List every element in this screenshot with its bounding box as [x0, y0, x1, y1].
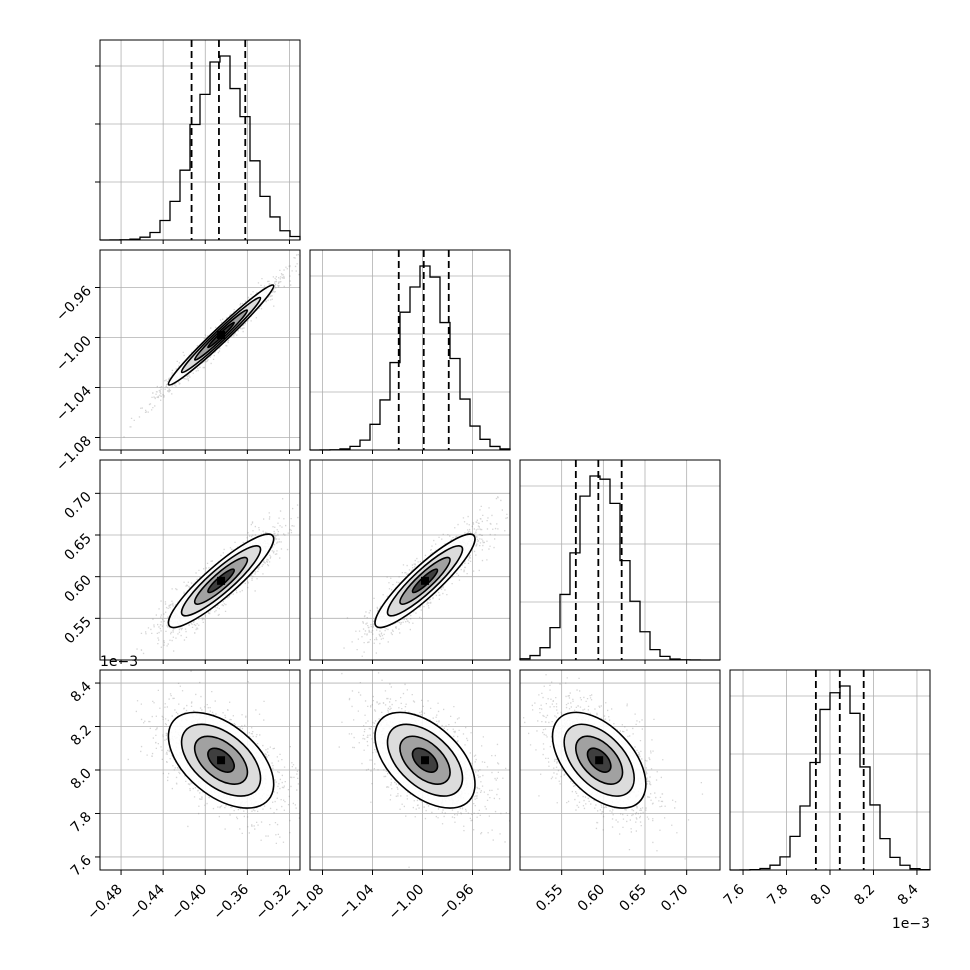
y-tick-label: 8.0: [68, 766, 95, 793]
y-offset-label: 1e−3: [100, 654, 138, 670]
x-tick-label: 0.65: [616, 882, 649, 915]
x-tick-label: −0.36: [211, 881, 253, 923]
histogram-0: [95, 39, 301, 244]
x-tick-label: 8.2: [851, 882, 878, 909]
panel-frame: [519, 459, 721, 661]
density-peak: [595, 756, 604, 765]
x-tick-label: 0.55: [533, 882, 566, 915]
panel-frame: [309, 249, 511, 451]
y-tick-label: −0.96: [53, 283, 95, 325]
histogram-line: [519, 475, 721, 661]
y-tick-label: 0.55: [61, 614, 94, 647]
scatter-3-2: [519, 669, 721, 875]
density-peak: [217, 756, 226, 765]
histogram-3: [729, 669, 931, 875]
x-offset-label: 1e−3: [892, 916, 930, 932]
x-tick-label: −1.08: [286, 882, 328, 924]
scatter-2-0: [95, 459, 301, 664]
density-peak: [217, 576, 226, 585]
histogram-line: [99, 55, 301, 241]
x-tick-label: −1.04: [336, 881, 378, 923]
x-tick-label: 8.0: [808, 882, 835, 909]
histogram-1: [309, 249, 511, 454]
x-tick-label: −0.48: [84, 882, 126, 924]
panel-frame: [99, 459, 301, 661]
y-tick-label: −1.00: [53, 333, 95, 375]
panel-frame: [519, 669, 721, 871]
y-tick-label: 7.6: [68, 852, 95, 879]
x-tick-label: −0.32: [253, 882, 295, 924]
histogram-line: [309, 265, 511, 451]
histogram-line: [729, 685, 931, 871]
x-tick-label: 8.4: [895, 881, 922, 908]
x-tick-label: 0.70: [658, 882, 691, 915]
panel-frame: [99, 249, 301, 451]
density-peak: [421, 576, 429, 585]
panel-frame: [309, 459, 511, 661]
x-tick-label: 7.6: [721, 881, 748, 908]
panel-frame: [99, 39, 301, 241]
x-tick-label: −0.96: [436, 881, 478, 923]
y-tick-label: 7.8: [68, 809, 95, 836]
y-tick-label: −1.04: [53, 383, 95, 425]
x-tick-label: −1.00: [386, 882, 428, 924]
scatter-3-0: [95, 669, 301, 875]
x-tick-label: 7.8: [764, 882, 791, 909]
y-tick-label: −1.08: [53, 433, 95, 475]
x-tick-label: −0.40: [168, 882, 210, 924]
y-tick-label: 0.60: [61, 572, 94, 605]
density-peak: [421, 756, 429, 765]
y-tick-label: 0.65: [61, 531, 94, 564]
panel-frame: [309, 669, 511, 871]
y-tick-label: 0.70: [61, 489, 94, 522]
y-tick-label: 8.4: [68, 678, 95, 705]
scatter-1-0: [95, 249, 301, 454]
x-tick-label: 0.60: [575, 882, 608, 915]
y-tick-label: 8.2: [68, 722, 95, 749]
density-peak: [217, 331, 226, 339]
scatter-3-1: [309, 669, 511, 875]
histogram-2: [519, 459, 721, 664]
x-tick-label: −0.44: [126, 881, 168, 923]
scatter-2-1: [309, 459, 511, 664]
